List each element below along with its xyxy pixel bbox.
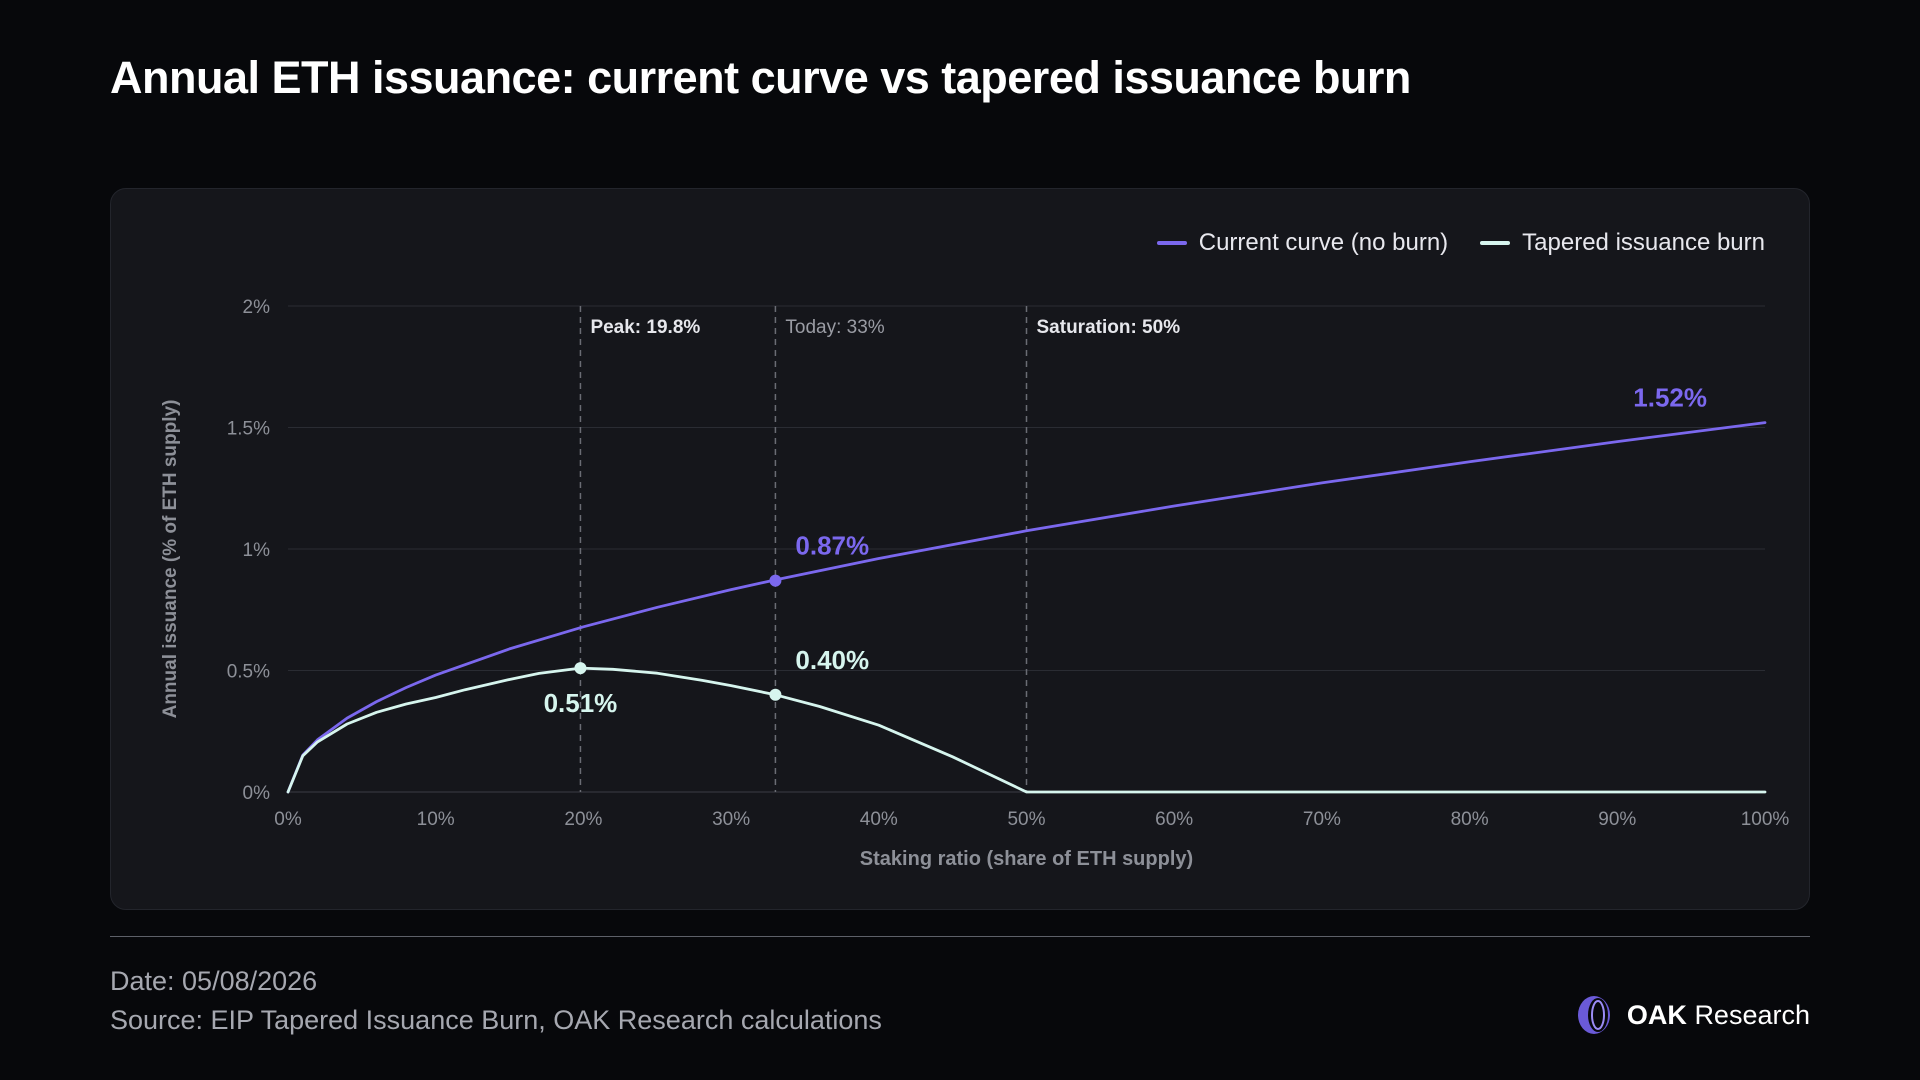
issuance-chart: 0% 0.5% 1% 1.5% 2% 0% 10% 20% 30% 40% 50% 60% 70% 80%…: [160, 297, 1790, 870]
data-label: 0.87%: [795, 531, 869, 561]
x-tick-label: 80%: [1451, 809, 1489, 830]
y-tick-label: 0%: [243, 783, 271, 804]
chart-panel: Current curve (no burn) Tapered issuance…: [110, 188, 1810, 910]
marker-label: Saturation: 50%: [1037, 317, 1181, 338]
x-tick-label: 20%: [564, 809, 602, 830]
end-label: 1.52%: [1633, 383, 1707, 413]
data-point: [574, 662, 587, 675]
brand-name: OAK: [1626, 999, 1687, 1030]
legend-swatch-tapered: [1480, 241, 1511, 245]
page-title: Annual ETH issuance: current curve vs ta…: [110, 52, 1411, 103]
x-tick-label: 100%: [1741, 809, 1790, 830]
series-line-tapered: [286, 666, 1767, 794]
x-tick-label: 90%: [1598, 809, 1636, 830]
brand-suffix: Research: [1694, 999, 1810, 1030]
x-axis-title: Staking ratio (share of ETH supply): [860, 848, 1193, 870]
data-label: 0.51%: [544, 688, 618, 718]
x-tick-label: 30%: [712, 809, 750, 830]
x-tick-label: 10%: [417, 809, 455, 830]
data-point: [769, 688, 782, 701]
y-tick-label: 1.5%: [227, 419, 270, 440]
series-line-current: [286, 421, 1767, 794]
x-tick-label: 60%: [1155, 809, 1193, 830]
data-point: [769, 574, 782, 587]
x-tick-label: 40%: [860, 809, 898, 830]
y-tick-label: 2%: [243, 297, 271, 318]
x-tick-label: 70%: [1303, 809, 1341, 830]
marker-label: Today: 33%: [785, 317, 884, 338]
y-axis-title: Annual issuance (% of ETH supply): [160, 400, 181, 719]
x-tick-label: 50%: [1007, 809, 1045, 830]
y-tick-label: 0.5%: [227, 662, 270, 683]
y-tick-label: 1%: [243, 540, 271, 561]
x-tick-label: 0%: [274, 809, 302, 830]
footer-date: Date: 05/08/2026: [110, 966, 318, 996]
oak-logo-icon: [1577, 996, 1610, 1034]
marker-label: Peak: 19.8%: [590, 317, 700, 338]
data-label: 0.40%: [795, 645, 869, 675]
footer-divider: [110, 936, 1810, 937]
brand-logo: OAK Research: [1575, 994, 1810, 1036]
legend-swatch-current: [1156, 241, 1187, 245]
legend-label-current: Current curve (no burn): [1198, 229, 1449, 256]
legend-item-tapered[interactable]: Tapered issuance burn: [1480, 229, 1765, 257]
chart-legend: Current curve (no burn) Tapered issuance…: [1156, 229, 1765, 257]
legend-item-current[interactable]: Current curve (no burn): [1156, 229, 1449, 257]
legend-label-tapered: Tapered issuance burn: [1522, 229, 1765, 256]
footer-source: Source: EIP Tapered Issuance Burn, OAK R…: [110, 1005, 882, 1035]
